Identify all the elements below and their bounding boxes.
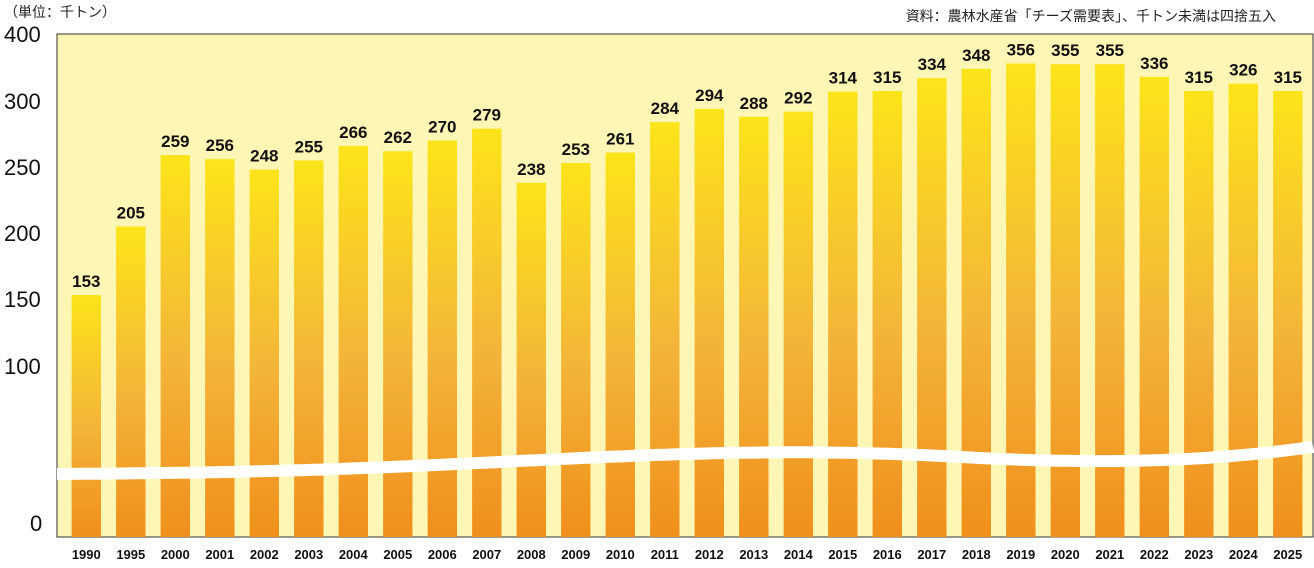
y-tick-300: 300 <box>4 89 41 114</box>
data-label-2022: 336 <box>1140 54 1168 73</box>
x-tick-2019: 2019 <box>1006 547 1035 562</box>
x-tick-2022: 2022 <box>1140 547 1169 562</box>
bar-2024 <box>1228 83 1258 537</box>
data-label-2007: 279 <box>473 106 501 125</box>
x-tick-2010: 2010 <box>606 547 635 562</box>
bar-2005 <box>383 151 413 537</box>
x-tick-2000: 2000 <box>161 547 190 562</box>
bar-2018 <box>961 68 991 538</box>
bar-2007 <box>472 128 502 537</box>
bar-2014 <box>783 111 813 537</box>
data-label-2025: 315 <box>1274 68 1302 87</box>
data-label-2002: 248 <box>250 147 278 166</box>
bar-1990 <box>71 295 101 537</box>
data-label-1990: 153 <box>72 272 100 291</box>
x-tick-2006: 2006 <box>428 547 457 562</box>
x-tick-2014: 2014 <box>784 547 814 562</box>
data-label-2014: 292 <box>784 89 812 108</box>
x-tick-2018: 2018 <box>962 547 991 562</box>
x-tick-2005: 2005 <box>383 547 412 562</box>
y-tick-0: 0 <box>30 511 42 536</box>
x-tick-2004: 2004 <box>339 547 369 562</box>
data-label-2013: 288 <box>740 94 768 113</box>
bar-2000 <box>160 155 190 537</box>
x-tick-2017: 2017 <box>917 547 946 562</box>
x-tick-2016: 2016 <box>873 547 902 562</box>
bar-2010 <box>605 152 635 537</box>
data-label-2012: 294 <box>695 86 724 105</box>
bar-2013 <box>739 116 769 538</box>
y-tick-200: 200 <box>4 221 41 246</box>
x-tick-2020: 2020 <box>1051 547 1080 562</box>
data-label-2004: 266 <box>339 123 367 142</box>
data-label-2023: 315 <box>1185 68 1213 87</box>
data-label-2009: 253 <box>562 140 590 159</box>
data-label-2018: 348 <box>962 46 990 65</box>
x-tick-2001: 2001 <box>205 547 234 562</box>
data-label-2008: 238 <box>517 160 545 179</box>
y-tick-100: 100 <box>4 354 41 379</box>
bar-2009 <box>561 163 591 537</box>
x-tick-2003: 2003 <box>294 547 323 562</box>
data-label-2024: 326 <box>1229 61 1257 80</box>
x-tick-2023: 2023 <box>1184 547 1213 562</box>
bar-2002 <box>249 169 279 537</box>
data-label-1995: 205 <box>117 203 145 222</box>
y-axis-ticks: 0 100 150 200 250 300 400 <box>4 22 42 536</box>
bar-2015 <box>828 91 858 537</box>
x-tick-2009: 2009 <box>561 547 590 562</box>
bar-2017 <box>917 78 947 537</box>
y-tick-150: 150 <box>4 287 41 312</box>
x-tick-2025: 2025 <box>1273 547 1302 562</box>
x-tick-2012: 2012 <box>695 547 724 562</box>
bar-2003 <box>294 160 324 537</box>
y-tick-250: 250 <box>4 155 41 180</box>
data-label-2019: 356 <box>1007 41 1035 60</box>
data-label-2017: 334 <box>918 55 947 74</box>
bar-2008 <box>516 182 546 538</box>
data-label-2011: 284 <box>651 99 680 118</box>
x-axis-ticks: 1990 1995 2000 2001 2002 2003 2004 2005 2006 2007… <box>72 547 1302 562</box>
bar-2011 <box>650 122 680 537</box>
bar-2001 <box>205 159 235 537</box>
data-label-2016: 315 <box>873 68 901 87</box>
bar-1995 <box>116 226 146 537</box>
x-tick-1990: 1990 <box>72 547 101 562</box>
data-label-2015: 314 <box>829 69 858 88</box>
data-label-2001: 256 <box>206 136 234 155</box>
x-tick-2007: 2007 <box>472 547 501 562</box>
x-tick-2015: 2015 <box>828 547 857 562</box>
data-label-2021: 355 <box>1096 41 1124 60</box>
data-label-2006: 270 <box>428 118 456 137</box>
data-label-2010: 261 <box>606 130 634 149</box>
data-label-2000: 259 <box>161 132 189 151</box>
x-tick-2008: 2008 <box>517 547 546 562</box>
x-tick-2021: 2021 <box>1095 547 1124 562</box>
data-labels: 153 205 259 256 248 255 266 262 270 279 238 253 261 2… <box>72 41 1302 292</box>
axis-break-wave <box>56 440 1314 480</box>
data-label-2020: 355 <box>1051 41 1079 60</box>
bar-2023 <box>1184 91 1214 538</box>
bar-2016 <box>872 91 902 538</box>
y-tick-400: 400 <box>4 22 41 47</box>
unit-label: （単位：千トン） <box>4 5 116 21</box>
source-note: 資料：農林水産省「チーズ需要表」、千トン未満は四捨五入 <box>905 9 1276 25</box>
bar-2012 <box>694 108 724 538</box>
bar-2025 <box>1273 91 1303 538</box>
bar-2022 <box>1139 76 1169 538</box>
bar-2004 <box>338 145 368 537</box>
bar-2006 <box>427 140 457 537</box>
data-label-2005: 262 <box>384 128 412 147</box>
x-tick-1995: 1995 <box>116 547 145 562</box>
data-label-2003: 255 <box>295 137 323 156</box>
x-tick-2002: 2002 <box>250 547 279 562</box>
x-tick-2011: 2011 <box>651 547 679 562</box>
x-tick-2013: 2013 <box>739 547 768 562</box>
x-tick-2024: 2024 <box>1229 547 1259 562</box>
